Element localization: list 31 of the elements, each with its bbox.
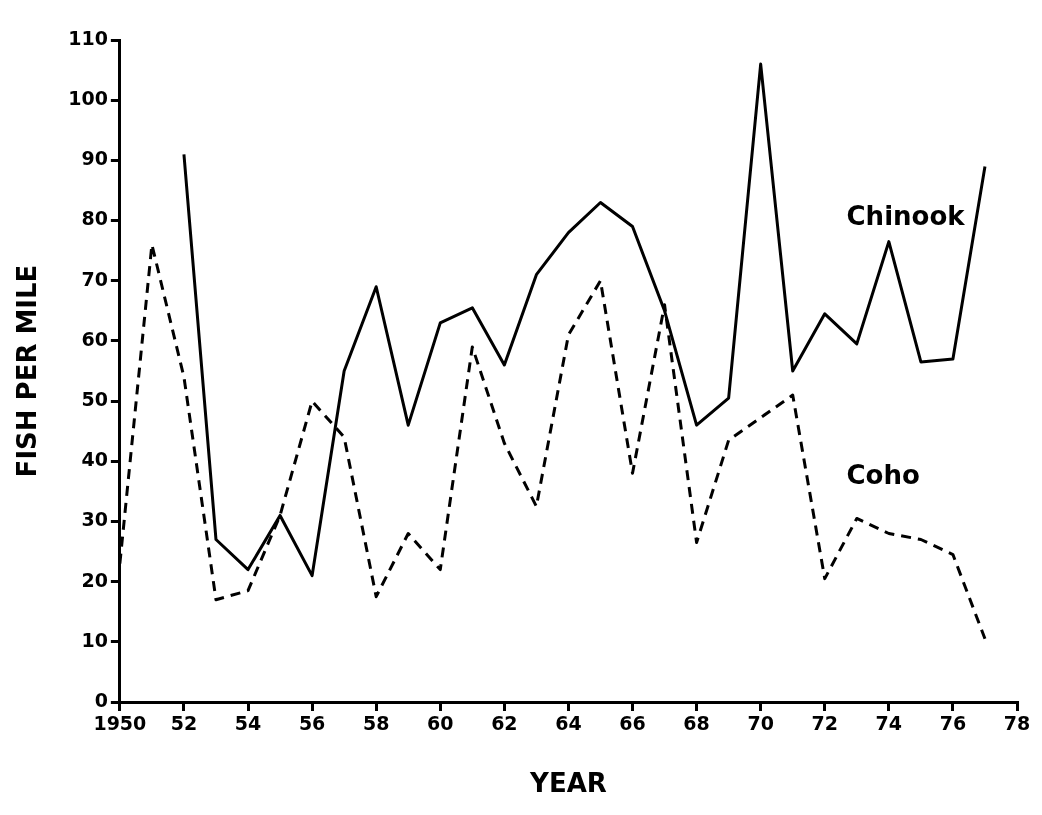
series-label: Coho xyxy=(846,459,920,490)
y-tick-label: 20 xyxy=(81,568,108,591)
x-tick-label: 72 xyxy=(811,712,838,735)
x-tick-label: 74 xyxy=(875,712,903,735)
series-label: Chinook xyxy=(846,201,966,232)
x-tick-label: 78 xyxy=(1003,712,1031,735)
x-tick-label: 54 xyxy=(234,712,262,735)
y-tick-label: 90 xyxy=(81,147,108,170)
y-tick-label: 70 xyxy=(81,267,108,290)
x-tick-label: 70 xyxy=(747,712,774,735)
x-tick-label: 62 xyxy=(491,712,518,735)
y-tick-label: 80 xyxy=(81,207,108,230)
x-tick-label: 68 xyxy=(683,712,710,735)
x-tick-label: 76 xyxy=(939,712,967,735)
x-tick-label: 66 xyxy=(619,712,646,735)
y-tick-label: 10 xyxy=(81,628,108,651)
x-tick-label: 60 xyxy=(427,712,454,735)
y-tick-label: 0 xyxy=(94,688,108,711)
x-axis-title: YEAR xyxy=(529,768,607,799)
y-tick-label: 110 xyxy=(68,26,108,49)
x-tick-label: 58 xyxy=(362,712,390,735)
y-tick-label: 50 xyxy=(81,388,108,411)
y-axis-title: FISH PER MILE xyxy=(12,264,43,478)
y-tick-label: 40 xyxy=(81,448,108,471)
x-tick-label: 56 xyxy=(298,712,326,735)
x-tick-label: 64 xyxy=(555,712,582,735)
x-tick-label: 52 xyxy=(170,712,198,735)
y-tick-label: 60 xyxy=(81,327,108,350)
y-tick-label: 30 xyxy=(81,508,108,531)
x-tick-label: 1950 xyxy=(93,712,147,735)
y-tick-label: 100 xyxy=(68,87,108,110)
